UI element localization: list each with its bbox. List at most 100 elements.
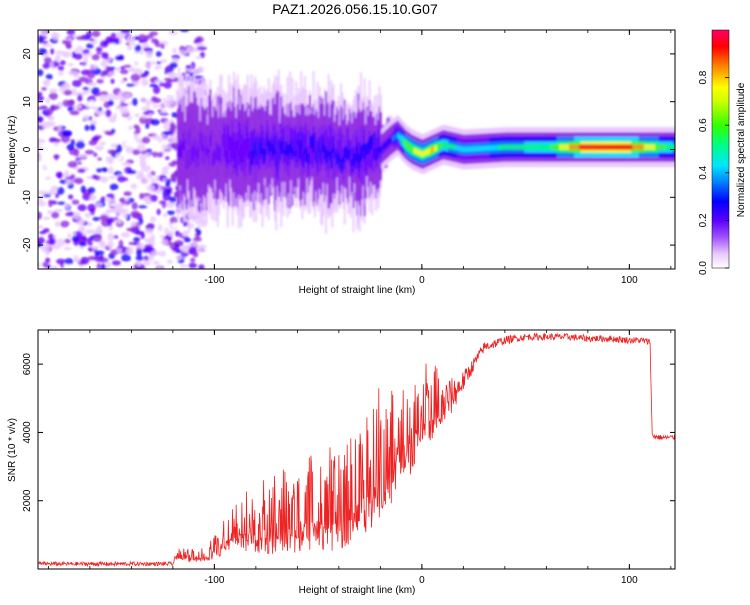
ridge-cell — [184, 138, 187, 153]
noise-blob — [155, 51, 162, 57]
ridge-cell — [606, 144, 609, 150]
snr-xtick-label: 0 — [419, 575, 425, 586]
noise-blob — [149, 61, 157, 65]
noise-blob — [97, 157, 102, 161]
ridge-cell — [591, 144, 594, 150]
noise-blob — [140, 78, 149, 87]
noise-blob — [112, 37, 120, 42]
ridge-cell — [470, 146, 473, 152]
ridge-cell — [188, 148, 191, 168]
noise-blob — [87, 187, 96, 194]
ridge-cell — [355, 154, 357, 169]
ridge-cell — [205, 135, 208, 155]
ridge-cell — [384, 142, 387, 148]
ridge-cell — [369, 136, 372, 149]
noise-blob — [65, 202, 70, 210]
ridge-cell — [484, 145, 487, 151]
noise-blob — [158, 82, 165, 87]
ridge-cell — [504, 144, 507, 150]
ridge-cell — [617, 144, 620, 150]
ridge-cell — [462, 146, 464, 152]
noise-blob — [135, 126, 141, 135]
ridge-cell — [585, 144, 588, 150]
ridge-cell — [622, 144, 625, 150]
ridge-cell — [487, 145, 489, 151]
ridge-cell — [546, 144, 549, 150]
ridge-cell — [367, 141, 370, 154]
noise-blob — [146, 184, 156, 191]
noise-blob — [139, 192, 144, 200]
ridge-cell — [413, 147, 416, 154]
ridge-cell — [576, 144, 579, 150]
ridge-cell — [206, 124, 209, 152]
ridge-cell — [394, 134, 397, 140]
noise-blob — [51, 244, 61, 250]
ridge-cell — [321, 132, 324, 150]
ridge-cell — [280, 117, 283, 159]
ridge-cell — [226, 151, 229, 169]
noise-blob — [73, 211, 81, 220]
ridge-cell — [286, 135, 289, 155]
noise-blob — [109, 202, 117, 207]
ridge-cell — [276, 131, 279, 149]
ridge-cell — [310, 138, 313, 165]
ridge-cell — [251, 150, 254, 166]
snr-axes: -100 0 100 2000 4000 6000 — [22, 330, 675, 586]
ridge-cell — [317, 137, 320, 153]
noise-blob — [66, 143, 75, 151]
ridge-cell — [377, 129, 380, 158]
ridge-cell — [465, 146, 468, 152]
colorbar: 0.0 0.2 0.4 0.6 0.8 Normalized spectral ampl… — [698, 29, 747, 275]
ridge-cell — [556, 144, 559, 150]
noise-blob — [156, 104, 166, 108]
spectrogram-ylabel: Frequency (Hz) — [7, 116, 18, 185]
noise-blob — [171, 112, 178, 118]
noise-blob — [126, 83, 135, 87]
ridge-cell — [505, 144, 508, 150]
ridge-cell — [257, 137, 260, 151]
noise-blob — [172, 47, 177, 54]
colorbar-tick-label: 0.4 — [698, 165, 709, 179]
ridge-cell — [373, 131, 376, 159]
ridge-cell — [191, 117, 194, 159]
ridge-cell — [409, 145, 412, 151]
noise-blob — [164, 227, 170, 235]
ridge-cell — [238, 120, 240, 163]
ridge-cell — [397, 133, 400, 139]
ridge-cell — [210, 130, 213, 146]
ridge-cell — [434, 145, 437, 151]
noise-blob — [122, 210, 128, 219]
ridge-cell — [643, 144, 646, 150]
ridge-cell — [549, 144, 552, 150]
noise-blob — [38, 95, 45, 102]
ridge-cell — [493, 145, 496, 151]
noise-blob — [38, 225, 44, 229]
ridge-cell — [650, 144, 652, 150]
ridge-cell — [228, 138, 230, 156]
ridge-cell — [548, 144, 550, 150]
ridge-cell — [308, 131, 311, 148]
spread-blob — [164, 100, 172, 106]
noise-blob — [131, 202, 138, 210]
noise-blob — [116, 144, 123, 153]
ridge-cell — [190, 147, 193, 166]
ridge-cell — [449, 143, 452, 149]
noise-blob — [180, 245, 186, 252]
ridge-cell — [245, 152, 248, 168]
noise-blob — [141, 136, 151, 144]
noise-blob — [192, 240, 198, 248]
noise-blob — [115, 67, 121, 72]
noise-blob — [47, 209, 53, 215]
noise-blob — [120, 107, 130, 116]
spread-blob — [170, 174, 175, 182]
ridge-cell — [250, 132, 253, 152]
ridge-cell — [233, 132, 235, 152]
ridge-cell — [595, 144, 598, 150]
ridge-cell — [613, 144, 616, 150]
ridge-cell — [467, 146, 469, 152]
noise-blob — [121, 253, 131, 262]
ridge-cell — [250, 131, 253, 173]
noise-blob — [146, 172, 153, 179]
ridge-cell — [360, 143, 362, 162]
ridge-cell — [411, 146, 413, 152]
